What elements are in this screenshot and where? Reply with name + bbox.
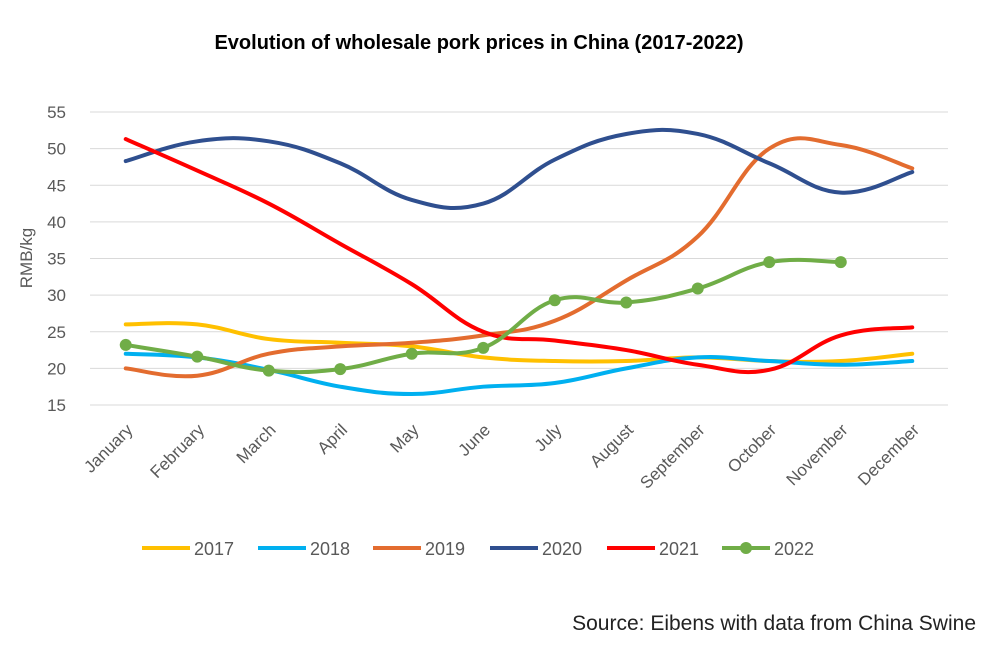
- gridlines: [90, 111, 948, 406]
- legend-label-2021: 2021: [659, 539, 699, 559]
- legend-marker-2022: [740, 542, 752, 554]
- x-tick-label: October: [724, 420, 780, 476]
- y-tick-label: 40: [47, 213, 66, 232]
- x-tick-label: November: [783, 420, 852, 489]
- x-tick-label: May: [386, 420, 422, 456]
- x-tick-label: April: [314, 420, 351, 457]
- series-line-2022: [123, 257, 843, 375]
- series-line-2020: [123, 127, 915, 211]
- series-line-2021: [123, 137, 915, 375]
- data-point-2022: [405, 347, 418, 360]
- x-tick-label: August: [586, 420, 637, 471]
- legend-label-2022: 2022: [774, 539, 814, 559]
- data-point-2022: [334, 363, 347, 376]
- y-tick-label: 20: [47, 359, 66, 378]
- data-point-2022: [620, 296, 633, 309]
- source-note: Source: Eibens with data from China Swin…: [572, 612, 976, 635]
- x-tick-label: September: [636, 420, 708, 492]
- data-point-2022: [834, 256, 847, 269]
- data-point-2022: [119, 338, 132, 351]
- legend-label-2020: 2020: [542, 539, 582, 559]
- legend-label-2018: 2018: [310, 539, 350, 559]
- y-tick-label: 15: [47, 396, 66, 415]
- line-chart: 15 20 25 30 35 40 45 50 55 January February March A…: [17, 103, 948, 559]
- legend-label-2017: 2017: [194, 539, 234, 559]
- x-axis-ticks: January February March April May June July Augu…: [80, 420, 923, 493]
- series-line-2019: [123, 136, 915, 379]
- y-tick-label: 55: [47, 103, 66, 122]
- data-point-2022: [191, 350, 204, 363]
- series-markers: [119, 256, 847, 377]
- legend-label-2019: 2019: [425, 539, 465, 559]
- y-axis-label: RMB/kg: [17, 228, 36, 288]
- y-tick-label: 25: [47, 323, 66, 342]
- legend: 2017 2018 2019 2020 2021 2022: [142, 539, 814, 559]
- x-tick-label: December: [854, 420, 923, 489]
- data-point-2022: [548, 294, 561, 307]
- x-tick-label: June: [455, 420, 495, 460]
- y-axis-ticks: 15 20 25 30 35 40 45 50 55: [47, 103, 66, 415]
- y-tick-label: 30: [47, 286, 66, 305]
- chart-title: Evolution of wholesale pork prices in Ch…: [214, 32, 744, 54]
- y-tick-label: 50: [47, 140, 66, 159]
- series-lines: [123, 127, 915, 397]
- x-tick-label: March: [233, 420, 280, 467]
- y-tick-label: 35: [47, 250, 66, 269]
- x-tick-label: February: [147, 420, 209, 482]
- x-tick-label: July: [531, 420, 566, 455]
- data-point-2022: [763, 256, 776, 269]
- y-tick-label: 45: [47, 176, 66, 195]
- data-point-2022: [477, 341, 490, 354]
- data-point-2022: [262, 364, 275, 377]
- data-point-2022: [691, 282, 704, 295]
- x-tick-label: January: [80, 420, 137, 477]
